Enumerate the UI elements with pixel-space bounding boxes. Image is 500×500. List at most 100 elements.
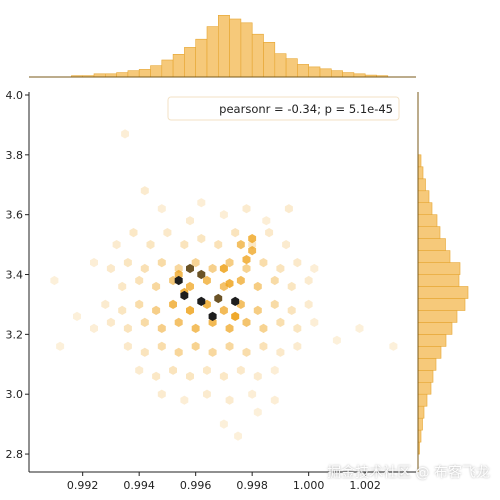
legend: pearsonr = -0.34; p = 5.1e-45 [167, 96, 400, 121]
hexbin-cell [169, 299, 177, 309]
hexbin-cell [276, 347, 285, 357]
hexbin-cell [140, 347, 149, 357]
x-hist-bar [308, 66, 321, 78]
hexbin-cell [214, 293, 223, 304]
hexbin-cell [231, 311, 240, 321]
x-hist-bar [161, 59, 174, 78]
x-tick-label: 0.996 [180, 479, 212, 492]
hexbin-cell [157, 258, 166, 268]
x-tick-label: 1.002 [349, 479, 381, 492]
hexbin-cell [180, 395, 189, 405]
hexbin-cell [140, 317, 149, 327]
hexbin-cell [174, 263, 183, 274]
y-hist-bar [417, 178, 426, 192]
y-tick-label: 3.2 [6, 328, 24, 341]
hexbin-cell [231, 228, 240, 238]
hexbin-cell [219, 371, 228, 381]
hexbin-cell [121, 129, 129, 139]
y-hist-bar [417, 381, 432, 395]
hexbin-cell [203, 389, 211, 399]
hexbin-cell [197, 296, 206, 306]
x-hist-bar [116, 72, 129, 78]
y-hist-bar [417, 274, 460, 287]
hexbin-cell [157, 204, 166, 214]
hexbin-cell [191, 323, 200, 333]
x-hist-bar [342, 72, 355, 78]
y-hist-bar [417, 286, 469, 299]
hexbin-cell [56, 341, 65, 351]
x-hist-bar [138, 69, 151, 78]
hexbin-cell [242, 347, 251, 357]
y-hist-bar [417, 262, 461, 275]
x-hist-bar [285, 58, 298, 78]
hexbin-cell [106, 263, 115, 274]
x-axis-ticks: 0.992 0.994 0.996 0.998 1.000 1.002 [67, 472, 381, 492]
x-marginal-histogram [29, 15, 416, 78]
x-hist-bar [229, 18, 242, 78]
x-hist-bar [184, 47, 196, 78]
hexbin-cell [123, 323, 132, 333]
x-hist-bar [240, 22, 253, 78]
hexbin-cell [214, 240, 223, 250]
hexbin-cell [180, 290, 189, 301]
y-hist-bar [417, 202, 433, 215]
hexbin-cell [180, 240, 189, 250]
hexbin-cell [242, 317, 251, 327]
hexbin-cell [259, 341, 268, 351]
hexbin-cell [253, 281, 262, 292]
hexbin-cell [50, 275, 59, 286]
hexbin-cell [106, 317, 115, 327]
hexbin-cell [174, 275, 183, 286]
y-tick-label: 3.8 [6, 149, 24, 162]
y-tick-label: 2.8 [6, 448, 24, 461]
x-hist-bar [127, 70, 140, 78]
hexbin-cell [310, 317, 319, 327]
hexbin-cell [332, 335, 341, 345]
hexbin-cell [90, 323, 98, 333]
y-hist-bar [417, 238, 446, 251]
hexbin-cell [208, 263, 217, 274]
hexbin-cell [270, 299, 279, 309]
hexbin-cell [253, 407, 262, 417]
x-hist-bar [195, 38, 208, 78]
hexbin-cell [270, 395, 279, 405]
hexbin-cell [186, 371, 194, 381]
hexbin-cell [146, 240, 155, 250]
hexbin-cell [174, 269, 183, 280]
hexbin-cells [50, 129, 398, 441]
hexbin-cell [225, 341, 234, 351]
x-tick-label: 0.992 [67, 479, 99, 492]
hexbin-cell [203, 275, 211, 286]
hexbin-cell [112, 240, 121, 250]
y-tick-label: 3.4 [6, 269, 24, 282]
hexbin-cell [389, 341, 398, 351]
hexbin-cell [186, 216, 194, 226]
hexbin-cell [248, 389, 257, 399]
y-tick-label: 4.0 [6, 89, 24, 102]
y-hist-bar [417, 322, 453, 335]
hexbin-cell [293, 258, 302, 268]
hexbin-cell [225, 323, 234, 333]
hexbin-cell [197, 198, 206, 208]
y-hist-bar [417, 190, 430, 203]
hexbin-cell [265, 228, 274, 238]
hexbin-cell [270, 365, 279, 375]
y-hist-bar [417, 369, 434, 383]
y-axis-ticks: 2.8 3.0 3.2 3.4 3.6 3.8 4.0 [6, 89, 29, 461]
hexbin-cell [169, 365, 177, 375]
y-hist-bar [417, 357, 437, 371]
y-hist-bar [417, 226, 441, 239]
hexbin-cell [248, 246, 257, 256]
hexbin-cell [118, 305, 127, 315]
hexbin-cell [293, 341, 302, 351]
x-hist-bar [297, 64, 309, 78]
hexbin-cell [152, 305, 161, 315]
hexbin-cell [355, 323, 364, 333]
y-hist-bar [417, 417, 423, 431]
hexbin-cell [191, 341, 200, 351]
hexbin-cell [282, 240, 290, 250]
hexbin-cell [186, 263, 194, 274]
hexbin-cell [157, 389, 166, 399]
hexbin-cell [157, 323, 166, 333]
